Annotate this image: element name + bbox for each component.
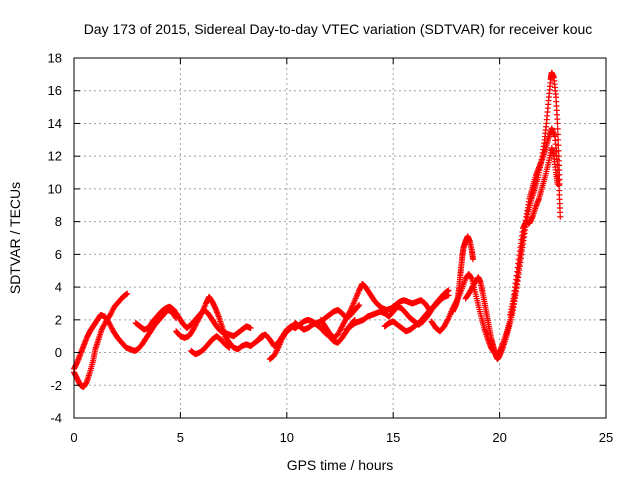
series-s11 (428, 125, 564, 359)
data-point (555, 142, 562, 149)
chart-title: Day 173 of 2015, Sidereal Day-to-day VTE… (84, 21, 593, 37)
y-tick-label: 0 (55, 345, 62, 360)
series-s5 (188, 333, 233, 358)
series-s12 (449, 233, 476, 315)
y-axis-label: SDTVAR / TECUs (7, 182, 23, 294)
y-tick-label: 14 (48, 116, 62, 131)
series-s10 (381, 292, 452, 335)
y-tick-label: 10 (48, 181, 62, 196)
series-s13 (462, 69, 563, 363)
series-s14 (507, 145, 561, 318)
data-point (445, 292, 452, 299)
data-point (554, 120, 561, 127)
series-s4 (173, 293, 267, 353)
y-tick-label: -4 (50, 411, 62, 426)
series-s7 (266, 302, 363, 363)
data-point (554, 125, 561, 132)
series-s6 (254, 316, 358, 349)
x-tick-label: 15 (386, 430, 400, 445)
y-tick-label: 2 (55, 312, 62, 327)
y-tick-label: 4 (55, 280, 62, 295)
data-point (555, 136, 562, 143)
data-point (346, 308, 353, 315)
data-point (555, 182, 562, 189)
series-s1 (71, 290, 131, 390)
y-tick-label: 16 (48, 83, 62, 98)
data-point (356, 302, 363, 309)
data-point (554, 181, 561, 187)
axis-ticks: 0 5 10 15 20 25 -4 -2 0 2 4 6 8 10 12 14 16 18 (48, 51, 614, 446)
data-point (247, 325, 254, 331)
data-point (555, 147, 562, 154)
data-point (554, 131, 561, 138)
data-point (470, 256, 476, 263)
y-tick-label: 8 (55, 214, 62, 229)
x-tick-label: 5 (177, 430, 184, 445)
y-tick-label: 18 (48, 51, 62, 66)
data-points (71, 69, 564, 390)
y-tick-label: 12 (48, 149, 62, 164)
data-point (557, 213, 564, 220)
data-point (355, 302, 362, 309)
x-tick-label: 25 (599, 430, 613, 445)
data-point (226, 344, 233, 351)
series-s2 (71, 307, 180, 372)
y-tick-label: 6 (55, 247, 62, 262)
x-tick-label: 20 (492, 430, 506, 445)
data-point (124, 290, 131, 297)
grid-lines (74, 58, 606, 418)
x-tick-label: 0 (70, 430, 77, 445)
y-tick-label: -2 (50, 378, 62, 393)
plot-frame (73, 57, 607, 419)
x-tick-label: 10 (280, 430, 294, 445)
x-axis-label: GPS time / hours (287, 457, 394, 473)
